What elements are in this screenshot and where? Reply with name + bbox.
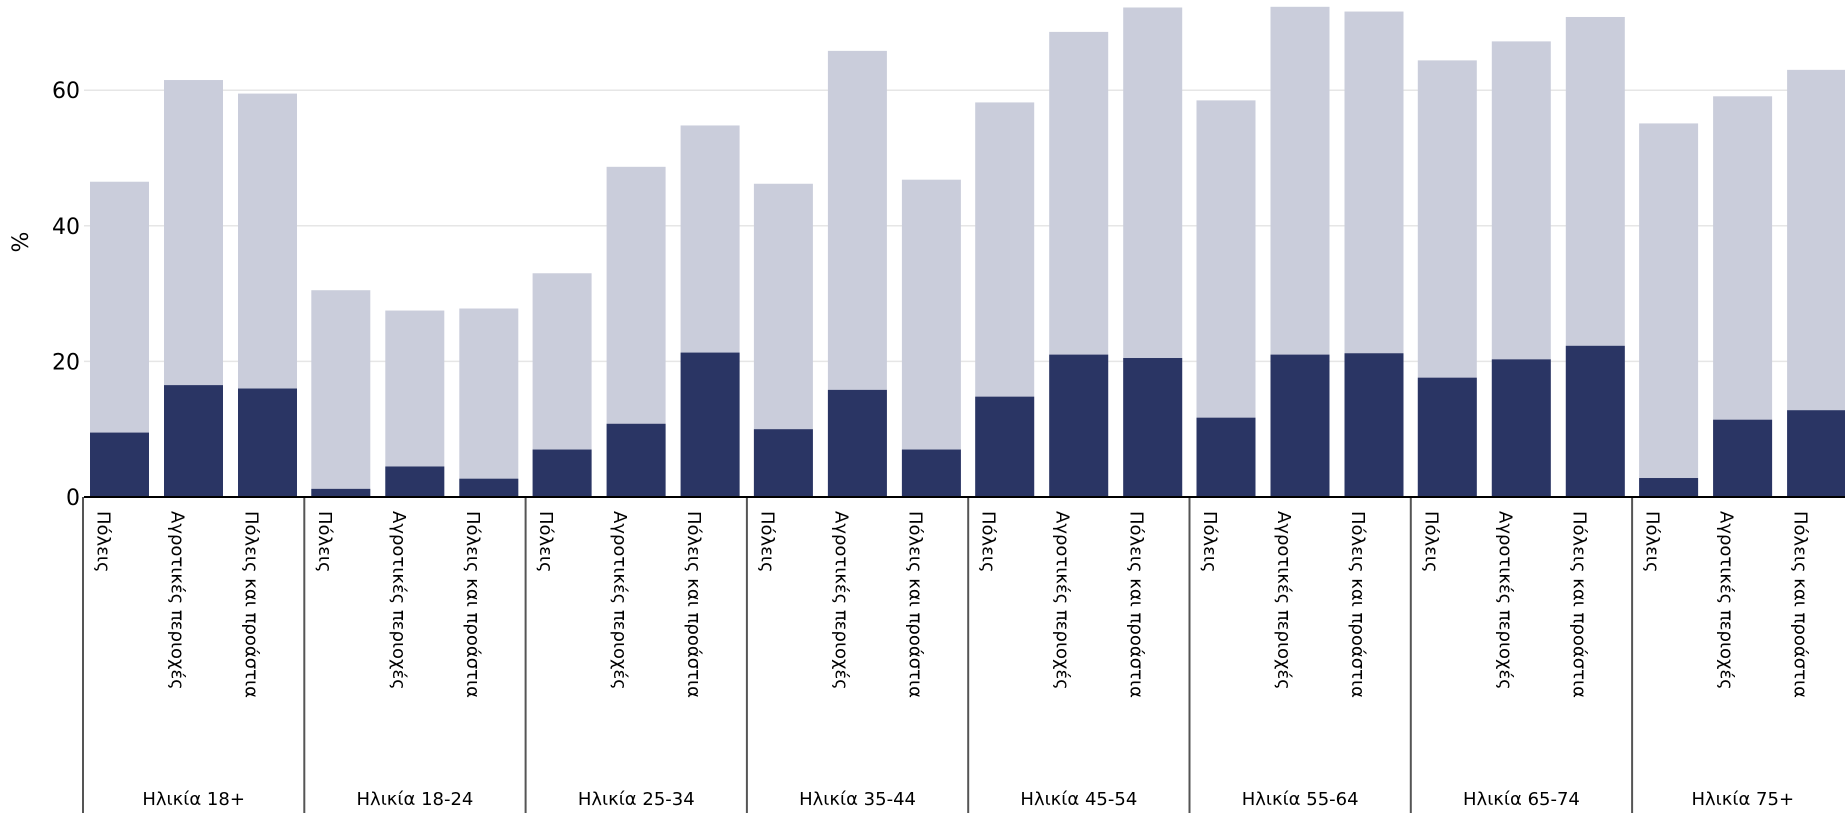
bar-dark [901,449,961,497]
bar-total [385,310,445,497]
category-label: Πόλεις [93,511,114,573]
bar-dark [459,478,519,497]
category-label: Πόλεις και προάστια [1126,511,1147,698]
bar-total [901,179,961,498]
bar-dark [238,388,297,497]
category-label: Αγροτικές περιοχές [1494,511,1515,690]
category-label: Πόλεις [1199,511,1220,573]
bar-dark [90,432,149,497]
y-tick-labels: 0 20 40 60 [52,79,80,511]
y-tick-label: 40 [52,215,80,240]
group-label: Ηλικία 18+ [142,789,245,810]
category-label: Πόλεις και προάστια [683,511,704,698]
bar-dark [606,423,666,497]
category-label: Πόλεις [535,511,556,573]
bar-dark [1713,419,1773,497]
group-label: Ηλικία 75+ [1691,789,1794,810]
category-label: Πόλεις [314,511,335,573]
category-label: Πόλεις [1642,511,1663,573]
group-label: Ηλικία 18-24 [357,789,474,810]
bar-dark [1196,417,1256,497]
axes [82,496,1845,813]
group-label: Ηλικία 45-54 [1020,789,1137,810]
bar-dark [1049,354,1109,497]
category-labels: Πόλεις Αγροτικές περιοχές Πόλεις και προάσ… [93,511,1811,698]
category-label: Πόλεις [978,511,999,573]
bar-dark [1565,345,1625,497]
category-label: Πόλεις και προάστια [462,511,483,698]
bar-dark [975,396,1035,497]
category-label: Πόλεις και προάστια [1568,511,1589,698]
group-label: Ηλικία 35-44 [799,789,916,810]
group-label: Ηλικία 65-74 [1463,789,1580,810]
y-axis-label: % [9,232,34,253]
category-label: Πόλεις και προάστια [1347,511,1368,698]
group-label: Ηλικία 25-34 [578,789,695,810]
category-label: Πόλεις και προάστια [904,511,925,698]
category-label: Αγροτικές περιοχές [167,511,188,690]
group-label: Ηλικία 55-64 [1242,789,1359,810]
bar-dark [1270,354,1330,497]
y-tick-label: 60 [52,79,80,104]
category-label: Πόλεις [756,511,777,573]
category-label: Αγροτικές περιοχές [830,511,851,690]
bar-total [1639,123,1699,497]
category-label: Αγροτικές περιοχές [609,511,630,690]
foreground-bars [90,345,1845,497]
bar-dark [1344,353,1404,497]
bar-dark [753,429,813,497]
bar-total [459,308,519,497]
bar-dark [1787,410,1845,497]
bar-dark [1491,359,1551,497]
bar-dark [385,466,445,497]
bar-dark [1639,478,1699,497]
category-label: Αγροτικές περιοχές [388,511,409,690]
category-label: Αγροτικές περιοχές [1716,511,1737,690]
bar-dark [532,449,592,497]
bar-dark [827,389,887,497]
gridlines [84,89,1845,363]
group-labels: Ηλικία 18+ Ηλικία 18-24 Ηλικία 25-34 Ηλικία… [142,789,1794,810]
bar-dark [1417,377,1477,497]
category-label: Πόλεις και προάστια [1790,511,1811,698]
category-label: Πόλεις και προάστια [241,511,262,698]
category-label: Πόλεις [1420,511,1441,573]
bar-dark [1123,358,1183,497]
category-label: Αγροτικές περιοχές [1273,511,1294,690]
y-tick-label: 0 [66,486,80,511]
bar-dark [680,352,740,497]
bar-dark [164,385,223,497]
y-tick-label: 20 [52,350,80,375]
bar-dark [311,488,371,497]
category-label: Αγροτικές περιοχές [1052,511,1073,690]
bar-total [311,290,371,497]
